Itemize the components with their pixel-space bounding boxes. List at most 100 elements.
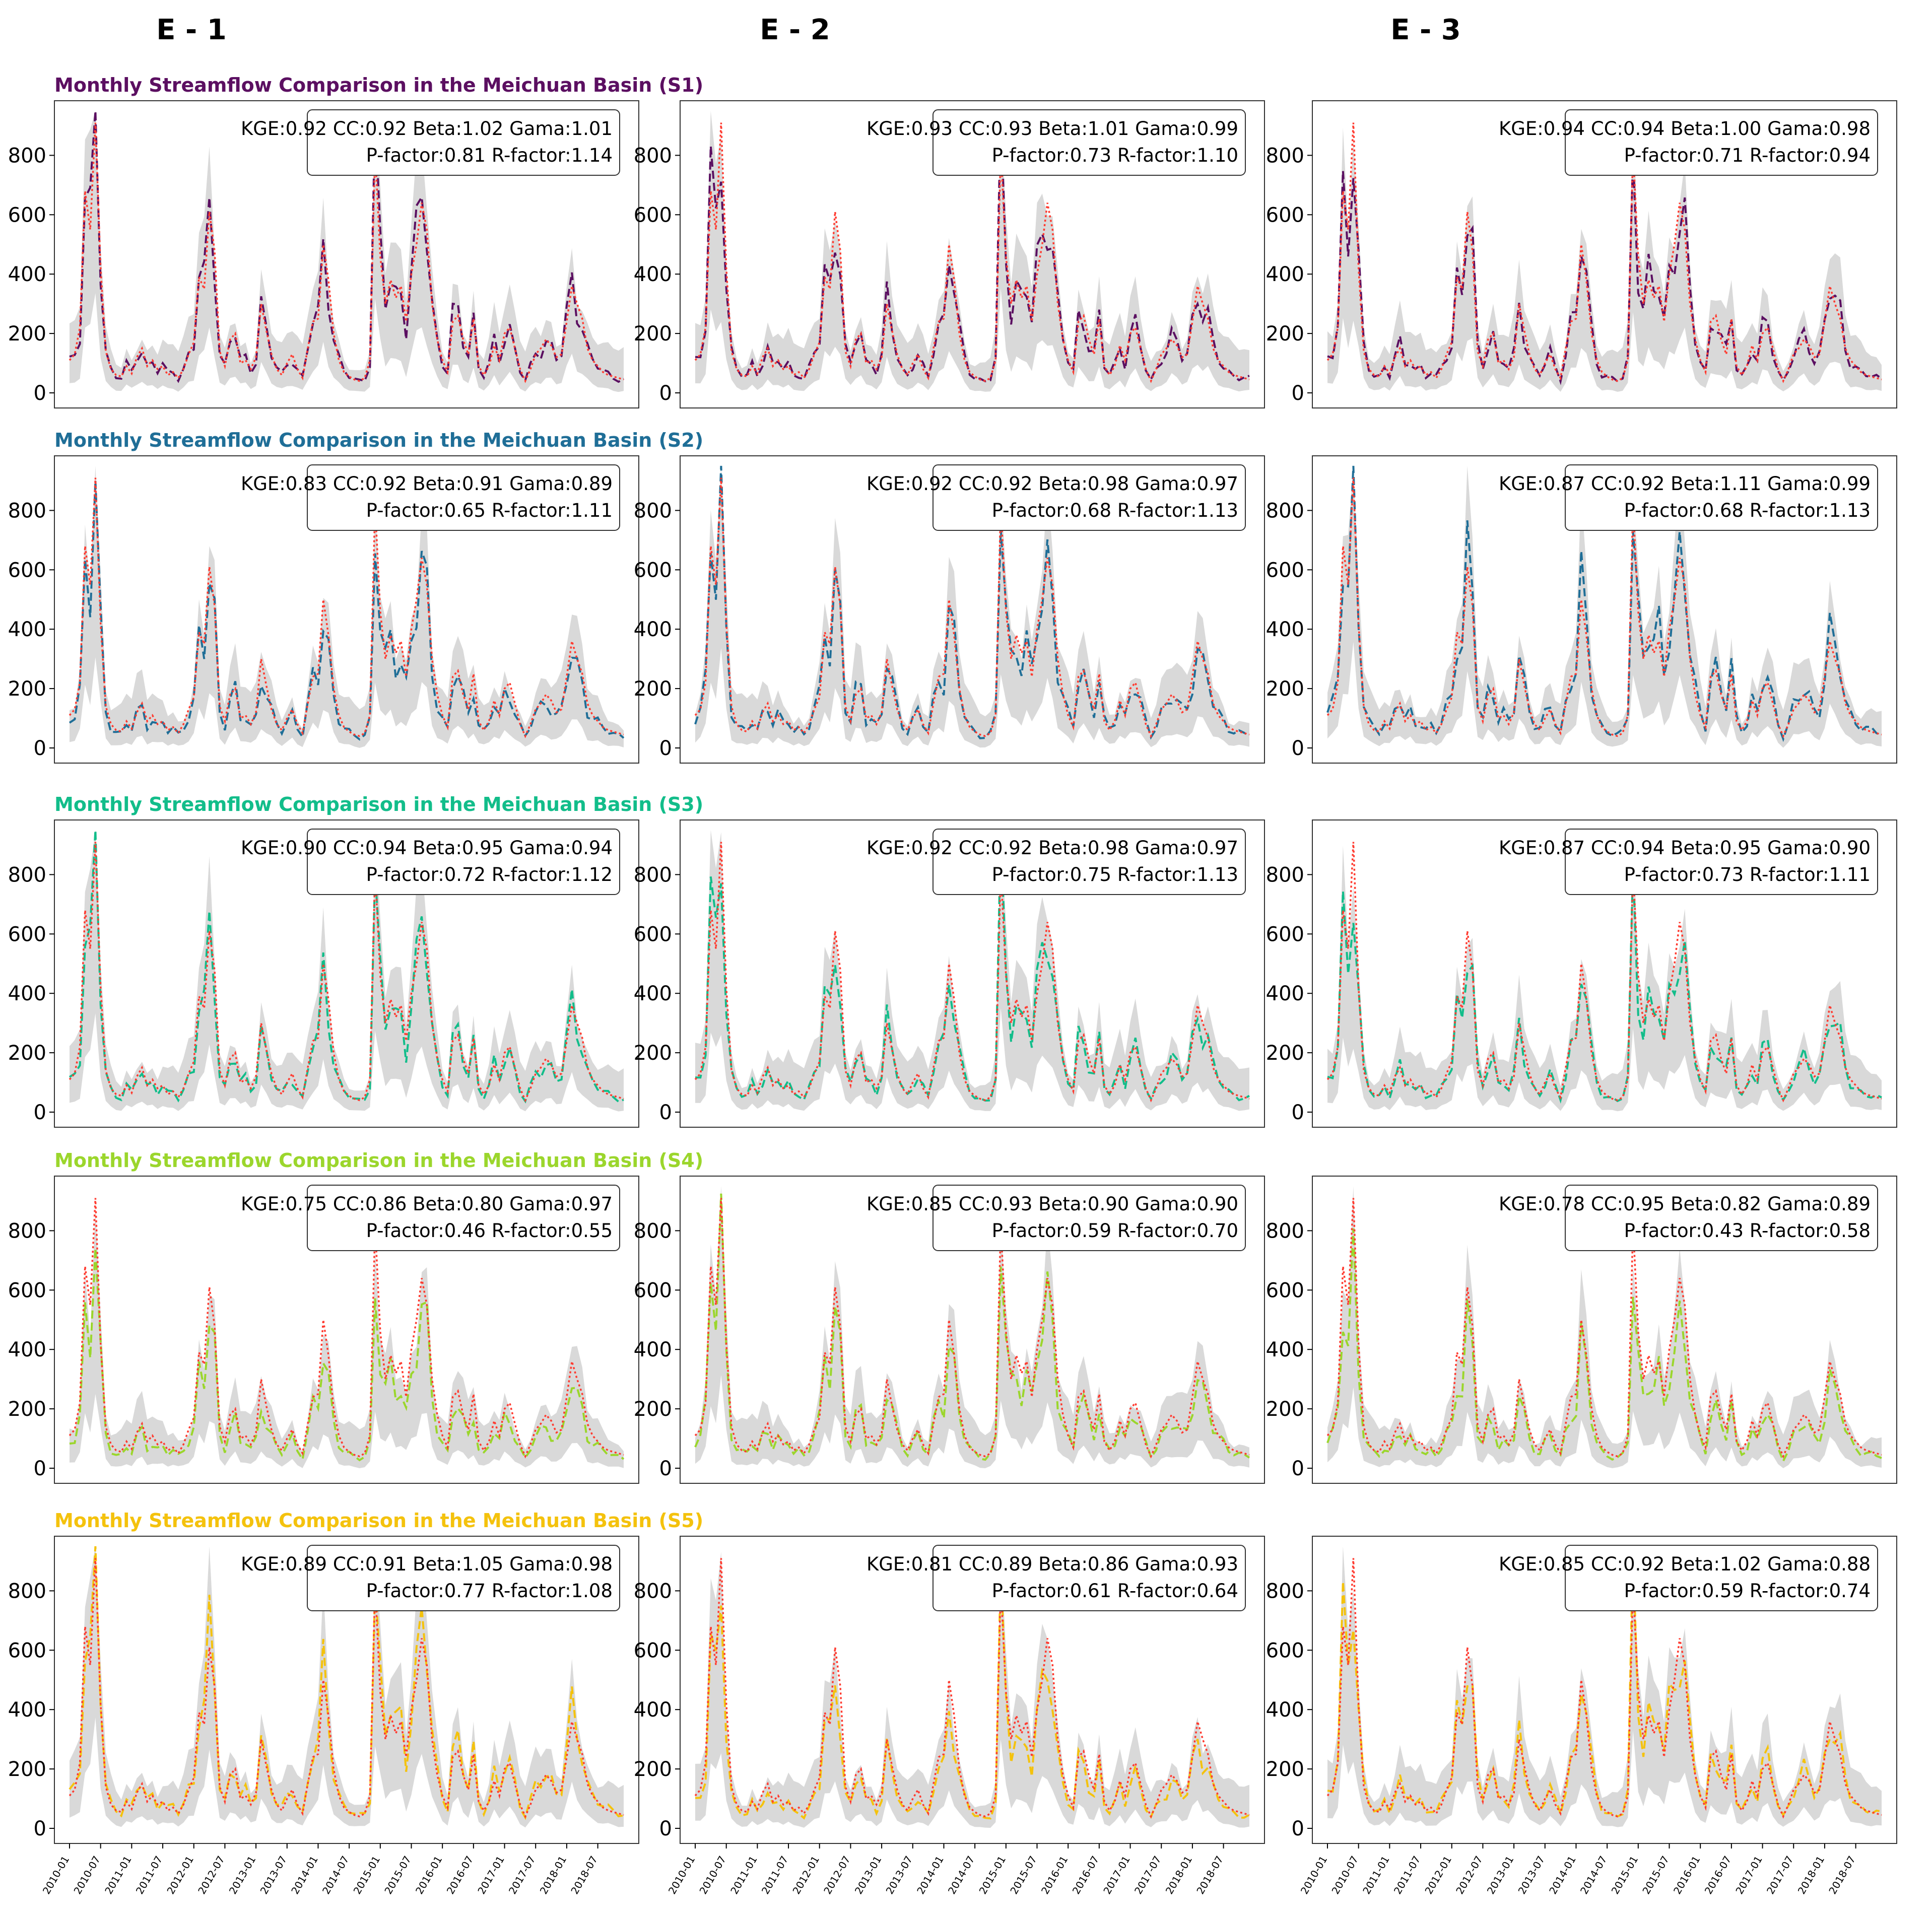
x-tick-label: 2011-07 [759,1854,791,1896]
y-tick-label: 200 [1266,677,1304,701]
y-tick-label: 200 [8,1758,46,1781]
x-tick-label: 2010-07 [697,1854,728,1896]
stats-box [932,1545,1246,1611]
x-tick-label: 2016-01 [1671,1854,1703,1896]
stats-line-2: P-factor:0.65 R-factor:1.11 [366,500,613,521]
panel-r1-c3: 0 200 400 600 800 KGE:0.94 CC:0.94 Beta:1.00 … [1266,100,1897,408]
x-tick-label: 2017-01 [1101,1854,1132,1896]
x-tick-label: 2014-07 [320,1854,352,1896]
stats-box [307,1185,620,1251]
uncertainty-band [695,1546,1249,1828]
x-tick-label: 2010-01 [666,1854,698,1896]
observed-series [694,1198,1250,1459]
x-tick-label: 2011-01 [102,1854,134,1896]
y-tick-label: 800 [634,863,672,886]
x-tick-label: 2011-07 [1391,1854,1423,1896]
y-tick-label: 200 [8,677,46,701]
x-tick-label: 2016-07 [1070,1854,1102,1896]
panel-r5-c3: 0 200 400 600 800 KGE:0.85 CC:0.92 Beta:1.02 … [1266,1536,1897,1896]
stats-line-2: P-factor:0.61 R-factor:0.64 [992,1580,1238,1602]
stats-box [307,109,620,176]
stats-line-1: KGE:0.85 CC:0.92 Beta:1.02 Gama:0.88 [1499,1553,1871,1575]
x-tick-label: 2016-07 [444,1854,476,1896]
x-tick-label: 2010-01 [1298,1854,1330,1896]
x-tick-label: 2011-07 [134,1854,165,1896]
panel-frame [1312,100,1897,408]
y-tick-label: 400 [634,1698,672,1722]
x-tick-label: 2014-01 [914,1854,946,1896]
stats-line-2: P-factor:0.81 R-factor:1.14 [366,145,613,166]
stats-line-2: P-factor:0.59 R-factor:0.74 [1624,1580,1871,1602]
x-tick-label: 2016-01 [413,1854,445,1896]
observed-series [1326,477,1882,738]
panel-grid: Monthly Streamflow Comparison in the Mei… [8,74,1897,1896]
stats-line-2: P-factor:0.73 R-factor:1.11 [1624,864,1871,885]
y-tick-label: 400 [8,982,46,1005]
y-tick-label: 0 [1292,1817,1304,1840]
y-tick-label: 0 [34,1817,46,1840]
observed-series [69,842,624,1103]
y-tick-label: 0 [1292,737,1304,760]
x-tick-label: 2011-01 [728,1854,760,1896]
y-tick-label: 600 [634,559,672,582]
y-tick-label: 0 [659,382,672,405]
y-tick-label: 600 [634,1279,672,1302]
y-tick-label: 200 [1266,1042,1304,1065]
y-tick-label: 200 [634,677,672,701]
uncertainty-band [1327,1186,1882,1468]
observed-series [69,1198,624,1459]
y-tick-label: 0 [34,1101,46,1124]
stats-line-1: KGE:0.92 CC:0.92 Beta:1.02 Gama:1.01 [241,118,613,140]
uncertainty-band [695,466,1249,748]
panel-r1-c1: 0 200 400 600 800 KGE:0.92 CC:0.92 Beta:1.02 … [8,100,639,408]
uncertainty-band [70,830,624,1112]
x-tick-label: 2015-01 [1609,1854,1641,1896]
stats-box [932,1185,1246,1251]
x-tick-label: 2013-07 [258,1854,290,1896]
x-tick-label: 2015-07 [1008,1854,1039,1896]
row-title-4: Monthly Streamflow Comparison in the Mei… [54,1149,703,1172]
panel-frame [1312,455,1897,764]
stats-box [307,829,620,895]
stats-line-2: P-factor:0.46 R-factor:0.55 [366,1220,613,1242]
stats-line-2: P-factor:0.68 R-factor:1.13 [1624,500,1871,521]
x-tick-label: 2017-07 [1132,1854,1164,1896]
panel-frame [680,1536,1265,1844]
observed-series [694,122,1250,383]
stats-line-1: KGE:0.92 CC:0.92 Beta:0.98 Gama:0.97 [867,473,1238,495]
panel-frame [1312,1536,1897,1844]
x-tick-label: 2012-07 [1453,1854,1485,1896]
x-tick-label: 2018-07 [1194,1854,1226,1896]
x-tick-label: 2014-01 [289,1854,320,1896]
y-tick-label: 400 [1266,982,1304,1005]
stats-line-2: P-factor:0.75 R-factor:1.13 [992,864,1238,885]
y-tick-label: 400 [8,1698,46,1722]
panel-r5-c1: 0 200 400 600 800 KGE:0.89 CC:0.91 Beta:1.05 … [8,1536,639,1896]
row-title-3: Monthly Streamflow Comparison in the Mei… [54,793,703,815]
x-tick-label: 2012-01 [1422,1854,1454,1896]
y-tick-label: 600 [1266,923,1304,946]
x-tick-label: 2013-07 [884,1854,915,1896]
y-tick-label: 0 [1292,382,1304,405]
y-tick-label: 600 [8,1279,46,1302]
observed-series [694,1558,1250,1819]
y-tick-label: 400 [634,618,672,641]
x-tick-label: 2010-07 [71,1854,103,1896]
stats-line-1: KGE:0.81 CC:0.89 Beta:0.86 Gama:0.93 [867,1553,1238,1575]
y-tick-label: 200 [634,1758,672,1781]
panel-r2-c3: 0 200 400 600 800 KGE:0.87 CC:0.92 Beta:1.11 … [1266,455,1897,764]
uncertainty-band [695,1186,1249,1468]
column-title-e1: E - 1 [156,14,226,46]
panel-r3-c1: 0 200 400 600 800 KGE:0.90 CC:0.94 Beta:0.95 … [8,819,639,1128]
x-tick-label: 2015-07 [1640,1854,1672,1896]
stats-line-2: P-factor:0.68 R-factor:1.13 [992,500,1238,521]
y-tick-label: 200 [634,1042,672,1065]
y-tick-label: 800 [8,499,46,522]
stats-line-1: KGE:0.85 CC:0.93 Beta:0.90 Gama:0.90 [867,1193,1238,1215]
y-tick-label: 200 [634,1398,672,1421]
x-tick-label: 2011-01 [1360,1854,1392,1896]
x-tick-label: 2010-07 [1329,1854,1361,1896]
x-tick-label: 2013-01 [1485,1854,1516,1896]
stats-line-1: KGE:0.89 CC:0.91 Beta:1.05 Gama:0.98 [241,1553,613,1575]
panel-frame [680,819,1265,1128]
